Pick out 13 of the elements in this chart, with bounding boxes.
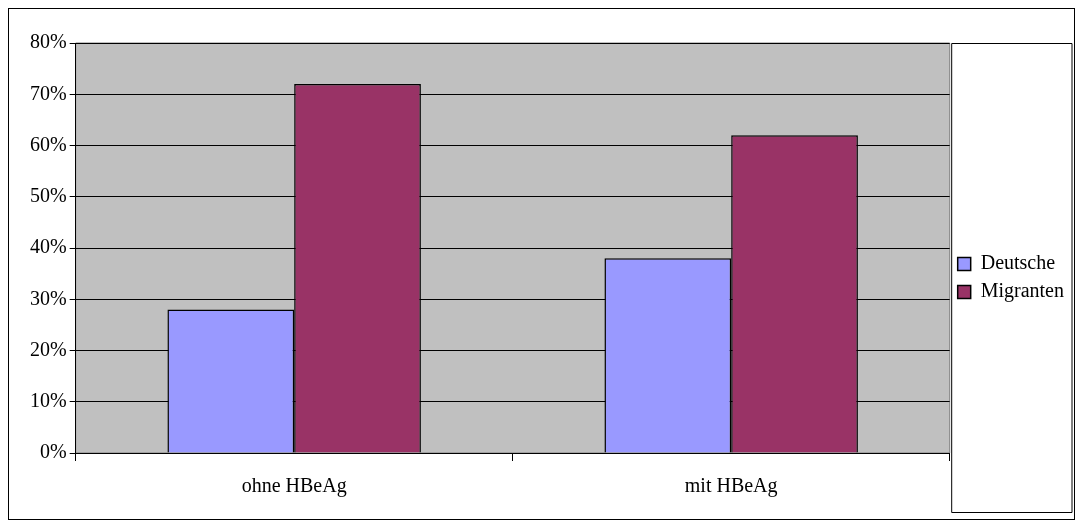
y-tick-label: 20% bbox=[29, 337, 67, 360]
x-tick-label: mit HBeAg bbox=[684, 474, 778, 498]
y-tick-label: 30% bbox=[29, 286, 67, 309]
y-tick-label: 10% bbox=[29, 389, 67, 411]
legend-label: Migranten bbox=[980, 279, 1064, 303]
y-tick-label: 40% bbox=[29, 235, 67, 258]
y-tick-label: 50% bbox=[29, 184, 67, 206]
y-tick-label: 70% bbox=[29, 81, 67, 104]
y-tick-label: 80% bbox=[29, 30, 67, 53]
legend-label: Deutsche bbox=[980, 251, 1056, 274]
x-tick-label: ohne HBeAg bbox=[241, 474, 347, 498]
y-tick-label: 0% bbox=[39, 440, 67, 463]
y-tick-label: 60% bbox=[29, 132, 67, 155]
